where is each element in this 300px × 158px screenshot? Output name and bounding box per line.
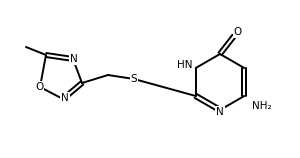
- Text: N: N: [70, 54, 78, 64]
- Text: HN: HN: [177, 60, 193, 70]
- Text: S: S: [131, 74, 137, 84]
- Text: NH₂: NH₂: [252, 101, 272, 111]
- Text: N: N: [216, 107, 224, 117]
- Text: O: O: [234, 27, 242, 37]
- Text: O: O: [35, 82, 43, 92]
- Text: N: N: [61, 93, 69, 103]
